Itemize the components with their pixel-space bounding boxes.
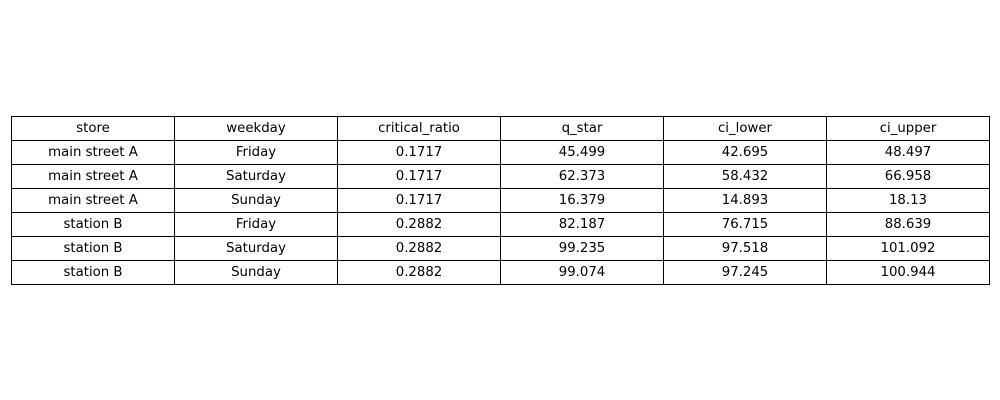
table-cell-ci-lower: 76.715 [663, 212, 827, 237]
table-cell-ci-upper: 66.958 [826, 164, 990, 189]
table-cell-critical-ratio: 0.1717 [337, 188, 501, 213]
table-row: station B Friday 0.2882 82.187 76.715 88.639 [11, 212, 990, 237]
table-row: main street A Sunday 0.1717 16.379 14.893 18.… [11, 188, 990, 213]
table-cell-store: station B [11, 236, 175, 261]
table-cell-store: station B [11, 212, 175, 237]
table-cell-critical-ratio: 0.2882 [337, 212, 501, 237]
table-cell-ci-lower: 97.518 [663, 236, 827, 261]
table-cell-critical-ratio: 0.2882 [337, 236, 501, 261]
table-cell-ci-lower: 58.432 [663, 164, 827, 189]
table-cell-store: main street A [11, 140, 175, 165]
table-row: station B Sunday 0.2882 99.074 97.245 100.944 [11, 260, 990, 285]
column-header-ci-lower: ci_lower [663, 116, 827, 141]
table-cell-q-star: 62.373 [500, 164, 664, 189]
table-cell-ci-upper: 101.092 [826, 236, 990, 261]
table-cell-ci-upper: 48.497 [826, 140, 990, 165]
table-row: main street A Saturday 0.1717 62.373 58.432 6… [11, 164, 990, 189]
table-cell-weekday: Friday [174, 140, 338, 165]
table-cell-critical-ratio: 0.1717 [337, 140, 501, 165]
table-header-row: store weekday critical_ratio q_star ci_lower… [11, 116, 990, 141]
table-cell-weekday: Saturday [174, 164, 338, 189]
table-cell-ci-lower: 42.695 [663, 140, 827, 165]
table-cell-ci-upper: 18.13 [826, 188, 990, 213]
table-cell-store: station B [11, 260, 175, 285]
column-header-weekday: weekday [174, 116, 338, 141]
table-cell-q-star: 99.074 [500, 260, 664, 285]
table-cell-q-star: 16.379 [500, 188, 664, 213]
column-header-q-star: q_star [500, 116, 664, 141]
table-cell-store: main street A [11, 188, 175, 213]
table-row: main street A Friday 0.1717 45.499 42.695 48.… [11, 140, 990, 165]
table-cell-ci-lower: 14.893 [663, 188, 827, 213]
table-body: main street A Friday 0.1717 45.499 42.695 48.… [11, 140, 990, 285]
column-header-critical-ratio: critical_ratio [337, 116, 501, 141]
table-cell-q-star: 45.499 [500, 140, 664, 165]
table-cell-store: main street A [11, 164, 175, 189]
table-cell-ci-lower: 97.245 [663, 260, 827, 285]
table-cell-weekday: Saturday [174, 236, 338, 261]
table-cell-critical-ratio: 0.1717 [337, 164, 501, 189]
column-header-ci-upper: ci_upper [826, 116, 990, 141]
table-cell-q-star: 82.187 [500, 212, 664, 237]
table-row: station B Saturday 0.2882 99.235 97.518 101.0… [11, 236, 990, 261]
table-cell-q-star: 99.235 [500, 236, 664, 261]
table-cell-weekday: Friday [174, 212, 338, 237]
table-cell-critical-ratio: 0.2882 [337, 260, 501, 285]
table-cell-ci-upper: 88.639 [826, 212, 990, 237]
data-table: store weekday critical_ratio q_star ci_lower… [11, 116, 990, 285]
table-cell-weekday: Sunday [174, 260, 338, 285]
table-cell-ci-upper: 100.944 [826, 260, 990, 285]
table-cell-weekday: Sunday [174, 188, 338, 213]
column-header-store: store [11, 116, 175, 141]
